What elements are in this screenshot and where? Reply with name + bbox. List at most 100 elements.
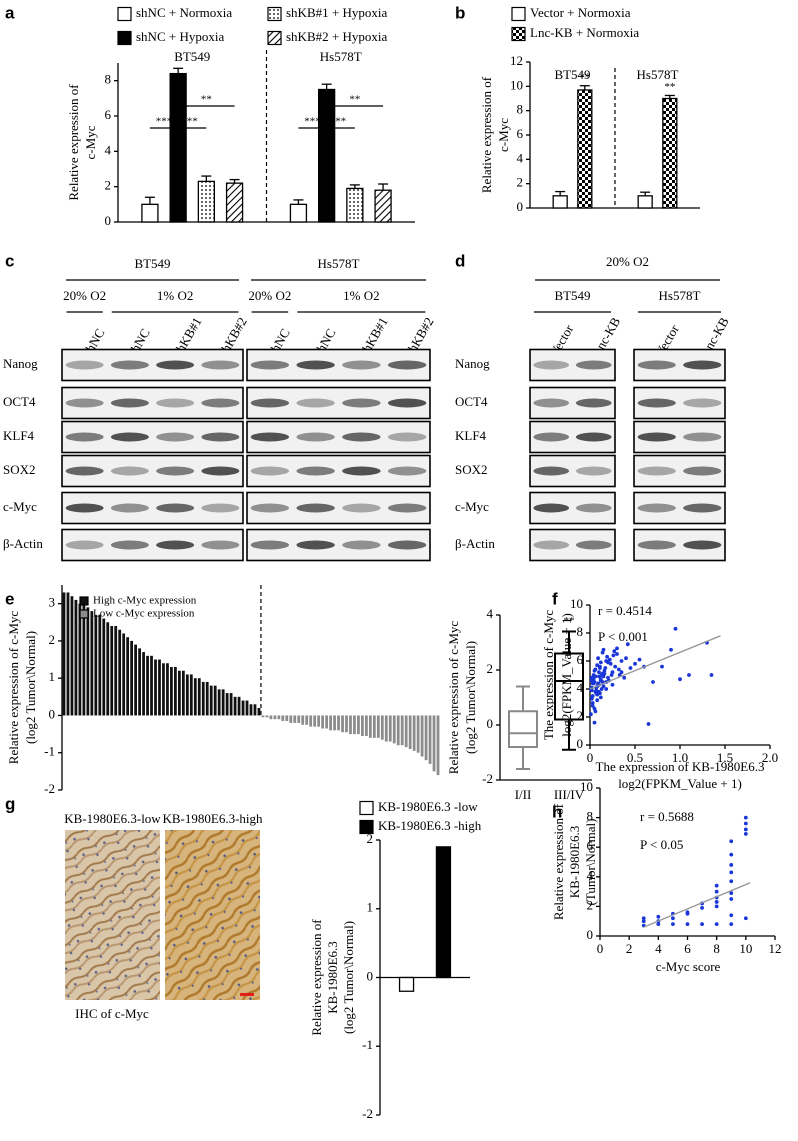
bar [376, 715, 380, 738]
bar [102, 618, 106, 716]
significance-label: ** [579, 71, 590, 83]
y-axis-label: KB-1980E6.3 [325, 941, 340, 1014]
point [624, 656, 628, 661]
point [610, 682, 615, 687]
bar [424, 715, 428, 761]
point [729, 891, 734, 895]
y-tick-label: 10 [580, 779, 593, 794]
band [637, 360, 676, 370]
point [602, 668, 607, 673]
band [575, 540, 612, 550]
point [646, 722, 651, 726]
row-label: β-Actin [455, 536, 495, 551]
point [590, 681, 595, 686]
x-tick-label: 0 [597, 941, 604, 956]
blot-panel [633, 386, 726, 420]
scale-bar [240, 993, 254, 996]
statistic: r = 0.4514 [598, 603, 652, 618]
point [641, 916, 646, 921]
bar [70, 596, 74, 716]
point [615, 652, 619, 656]
y-tick-label: -2 [362, 1106, 373, 1121]
bar [78, 603, 82, 716]
panel-label: e [5, 589, 14, 608]
band [110, 540, 149, 550]
bar [169, 72, 187, 223]
band [65, 466, 104, 476]
blot-panel [61, 348, 244, 382]
point [609, 673, 614, 677]
band [637, 540, 676, 550]
bar [249, 704, 253, 716]
bar [281, 715, 285, 722]
bar [138, 648, 141, 716]
bar [289, 715, 293, 723]
point [651, 680, 655, 684]
band [683, 398, 722, 408]
legend-swatch [359, 800, 374, 816]
blot-panel [61, 528, 244, 562]
point [592, 720, 597, 725]
bar [309, 715, 313, 727]
bar [412, 715, 416, 751]
bar [277, 715, 281, 720]
y-tick-label: 0 [587, 927, 594, 942]
y-axis-label: Relative expression of c-Myc [446, 621, 461, 775]
ihc-image [165, 830, 260, 1000]
point [678, 677, 682, 682]
bar [90, 611, 94, 716]
bar [289, 203, 308, 223]
band [637, 466, 676, 476]
band [250, 503, 290, 513]
point [594, 691, 599, 696]
y-tick-label: 4 [577, 680, 584, 695]
point [606, 660, 610, 665]
x-tick-label: 4 [655, 941, 662, 956]
point [597, 674, 601, 679]
panel-label: c [5, 251, 14, 270]
band [342, 360, 381, 370]
bar [122, 633, 126, 716]
point [589, 688, 594, 693]
point [589, 696, 594, 701]
band [575, 432, 612, 442]
point [714, 900, 719, 904]
row-label: KLF4 [3, 428, 35, 443]
y-tick-label: 8 [517, 102, 524, 117]
bar [225, 182, 244, 223]
y-tick-label: 8 [577, 624, 584, 639]
y-tick-label: -1 [44, 744, 55, 759]
band [387, 466, 427, 476]
legend-label: shKB#2 + Hypoxia [286, 29, 387, 44]
bar [353, 715, 356, 735]
band [201, 432, 240, 442]
point [729, 879, 734, 884]
blot-panel [633, 454, 726, 488]
row-label: SOX2 [455, 462, 488, 477]
row-label: c-Myc [455, 499, 489, 514]
significance-label: *** [156, 116, 173, 128]
bar [404, 715, 408, 748]
band [110, 360, 149, 370]
y-tick-label: 2 [577, 708, 584, 723]
bar [221, 689, 225, 716]
legend-swatch [117, 30, 132, 46]
bar [257, 708, 261, 716]
y-axis-label: c-Myc [83, 125, 98, 159]
bar [170, 667, 173, 716]
bar [305, 715, 309, 725]
bar [141, 203, 159, 223]
panel-label: h [552, 802, 562, 821]
point [619, 670, 624, 675]
row-label: β-Actin [3, 536, 43, 551]
significance-label: ** [335, 116, 346, 128]
band [637, 503, 676, 513]
point [590, 703, 595, 708]
point [612, 649, 617, 654]
band [683, 360, 722, 370]
bar [345, 715, 348, 733]
band [156, 503, 195, 513]
bar [577, 89, 593, 209]
bar [237, 696, 241, 716]
band [201, 540, 240, 550]
